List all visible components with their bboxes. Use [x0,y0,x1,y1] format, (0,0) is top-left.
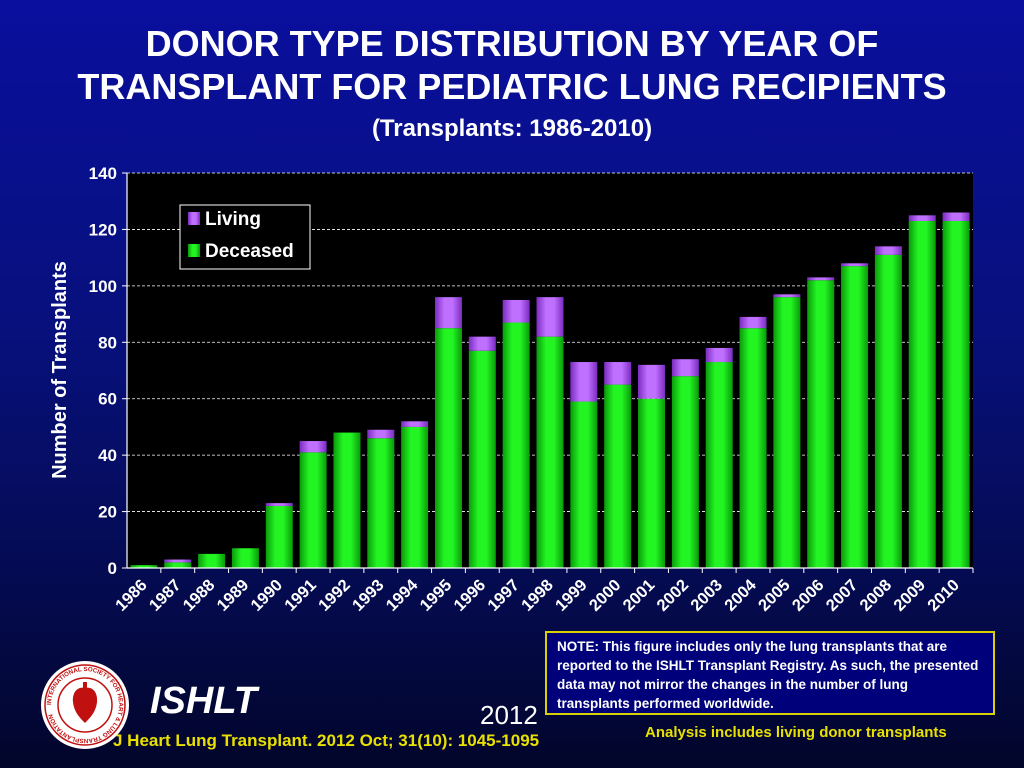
heart-lung-icon [72,687,98,723]
bar-living-1999 [570,362,598,402]
bar-deceased-1994 [401,426,429,568]
x-tick-label-2002: 2002 [653,576,692,615]
legend-box [179,204,311,270]
y-tick-label-140: 140 [89,164,117,183]
legend-swatch-living [188,212,200,225]
x-tick-label-1988: 1988 [180,576,219,615]
y-tick-label-40: 40 [98,446,117,465]
x-tick-label-2009: 2009 [890,576,929,615]
year-label: 2012 [480,700,538,730]
x-tick-label-2001: 2001 [620,576,659,615]
x-tick-label-2006: 2006 [789,576,828,615]
bar-living-1995 [434,297,462,329]
y-tick-label-100: 100 [89,277,117,296]
bar-living-2004 [739,316,767,329]
bar-deceased-1995 [434,328,462,568]
x-tick-label-2005: 2005 [755,576,794,615]
bar-deceased-1996 [468,350,496,568]
bar-deceased-1998 [536,336,564,568]
bar-deceased-1988 [198,553,226,568]
legend-label-deceased: Deceased [205,241,294,262]
bar-living-1994 [401,421,429,427]
y-tick-label-20: 20 [98,503,117,522]
x-tick-label-1994: 1994 [383,576,422,615]
bar-deceased-2005 [773,297,801,568]
bar-living-2003 [705,347,733,363]
bar-deceased-2007 [841,266,869,568]
x-tick-label-1999: 1999 [552,576,591,615]
x-tick-label-2003: 2003 [687,576,726,615]
bar-living-1990 [265,503,293,506]
title-line-2: TRANSPLANT FOR PEDIATRIC LUNG RECIPIENTS [77,66,947,107]
citation: J Heart Lung Transplant. 2012 Oct; 31(10… [113,731,540,750]
bar-deceased-1989 [231,548,259,568]
bar-deceased-1993 [367,438,395,568]
bar-living-2008 [874,246,902,255]
x-tick-label-1995: 1995 [417,576,456,615]
bar-living-1998 [536,297,564,337]
bar-living-1987 [164,559,192,563]
bar-deceased-1987 [164,562,192,568]
x-tick-label-1991: 1991 [281,576,320,615]
note-box: NOTE: This figure includes only the lung… [545,631,995,715]
y-tick-label-60: 60 [98,390,117,409]
slide-title: DONOR TYPE DISTRIBUTION BY YEAR OF TRANS… [0,22,1024,108]
x-tick-label-1996: 1996 [450,576,489,615]
bar-living-2001 [638,364,666,399]
bar-deceased-2003 [705,362,733,568]
bar-chart: 0204060801001201401986198719881989199019… [49,164,973,615]
bar-living-1996 [468,336,496,351]
bar-living-2006 [807,277,835,281]
x-tick-label-2000: 2000 [586,576,625,615]
x-tick-label-1989: 1989 [214,576,253,615]
x-tick-label-1992: 1992 [315,576,354,615]
x-tick-label-2010: 2010 [924,576,963,615]
bar-deceased-1991 [299,452,327,568]
bar-living-2000 [604,362,632,385]
bar-living-2009 [908,215,936,221]
y-tick-label-0: 0 [108,559,117,578]
y-axis-label: Number of Transplants [49,261,71,479]
slide-subtitle: (Transplants: 1986-2010) [371,115,653,142]
bar-living-1997 [502,299,530,323]
bar-deceased-1986 [130,565,158,568]
bar-living-1993 [367,429,395,439]
bar-living-2010 [942,212,970,221]
x-tick-label-1987: 1987 [146,576,185,615]
bar-living-1991 [299,441,327,453]
x-tick-label-1990: 1990 [247,576,286,615]
bar-deceased-2001 [638,398,666,568]
ishlt-label: ISHLT [150,680,257,722]
bar-deceased-1999 [570,401,598,568]
bar-deceased-2006 [807,280,835,568]
x-tick-label-2004: 2004 [721,576,760,615]
x-tick-label-1993: 1993 [349,576,388,615]
ishlt-logo: INTERNATIONAL SOCIETY FOR HEART & LUNG T… [41,661,129,749]
x-tick-label-2008: 2008 [857,576,896,615]
x-tick-label-2007: 2007 [823,576,862,615]
legend-label-living: Living [205,209,261,230]
bar-living-2002 [671,359,699,377]
bar-deceased-1992 [333,432,361,568]
bar-deceased-2000 [604,384,632,568]
bar-deceased-2004 [739,328,767,568]
bar-deceased-2009 [908,220,936,568]
y-tick-label-80: 80 [98,333,117,352]
analysis-note: Analysis includes living donor transplan… [645,724,947,741]
bar-deceased-2002 [671,376,699,568]
bar-living-2007 [841,263,869,267]
x-tick-label-1997: 1997 [484,576,523,615]
bar-living-2005 [773,294,801,298]
x-tick-label-1998: 1998 [518,576,557,615]
x-tick-label-1986: 1986 [112,576,151,615]
bar-deceased-1997 [502,322,530,568]
bar-deceased-2008 [874,254,902,569]
bar-deceased-1990 [265,505,293,568]
title-line-1: DONOR TYPE DISTRIBUTION BY YEAR OF [145,23,879,64]
legend-swatch-deceased [188,244,200,257]
y-tick-label-120: 120 [89,220,117,239]
bar-deceased-2010 [942,220,970,568]
